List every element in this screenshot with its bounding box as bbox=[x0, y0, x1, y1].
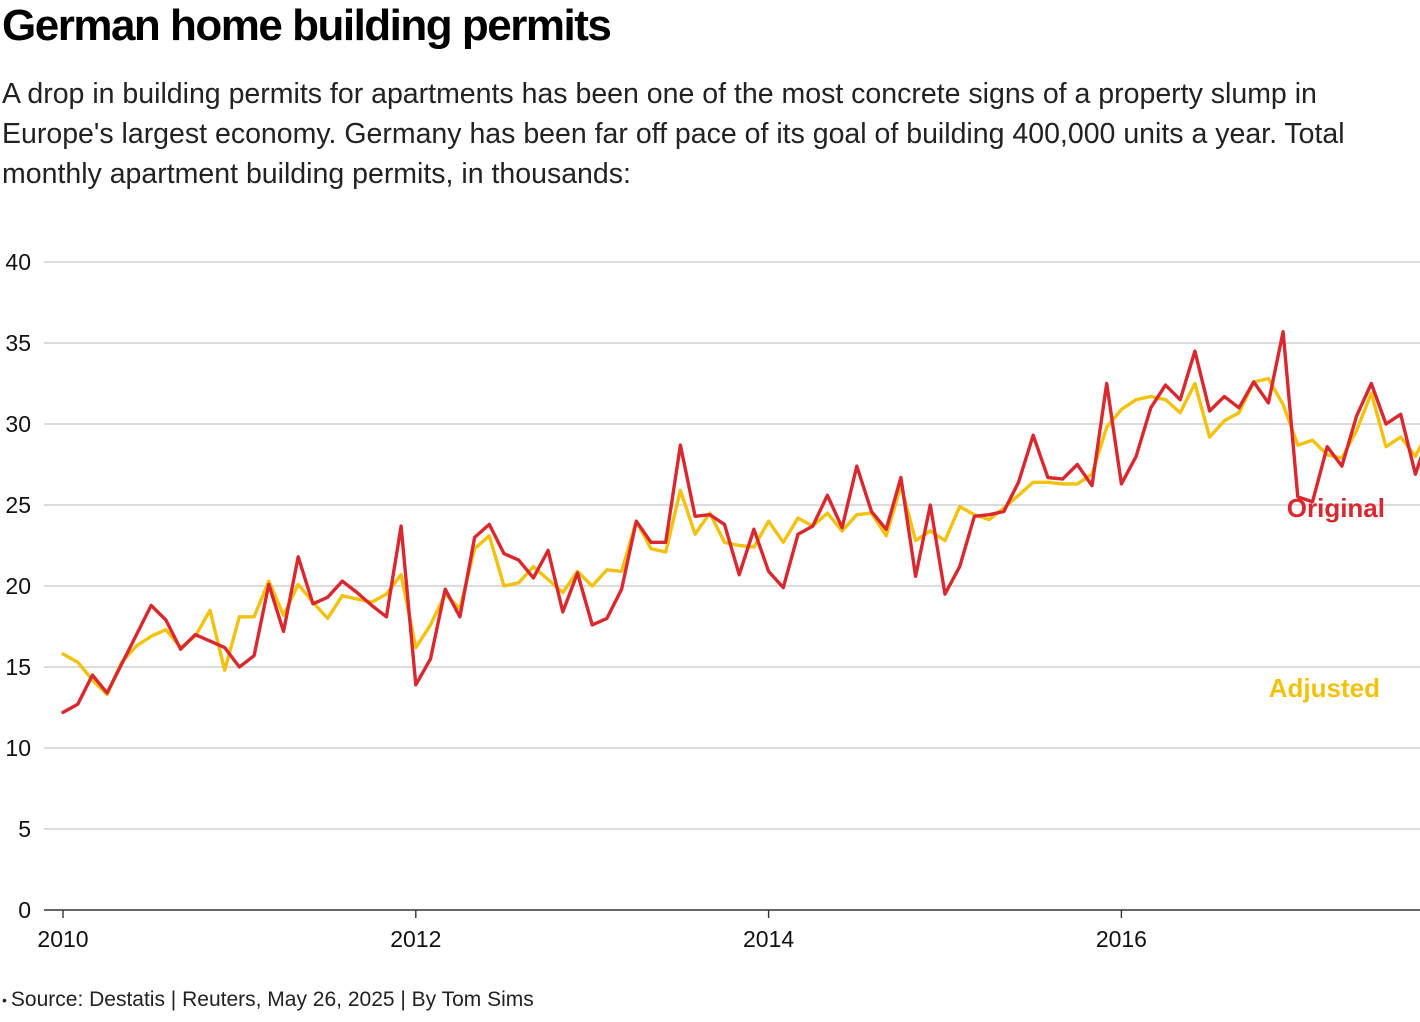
x-tick-label: 2014 bbox=[743, 926, 794, 952]
source-note: • Source: Destatis | Reuters, May 26, 202… bbox=[2, 988, 534, 1012]
bullet-icon: • bbox=[2, 992, 7, 1009]
x-axis-ticks: 20102012201420162018202020222024 bbox=[37, 910, 1147, 952]
chart-subtitle: A drop in building permits for apartment… bbox=[2, 78, 1345, 190]
series-line-original bbox=[61, 330, 1420, 715]
x-tick-label: 2012 bbox=[390, 926, 441, 952]
y-tick-label: 40 bbox=[5, 249, 31, 275]
chart-title: German home building permits bbox=[2, 1, 612, 50]
y-tick-label: 15 bbox=[5, 654, 31, 680]
x-tick-label: 2010 bbox=[37, 926, 88, 952]
x-tick-label: 2016 bbox=[1096, 926, 1147, 952]
y-tick-label: 30 bbox=[5, 411, 31, 437]
legend-label-original: Original bbox=[1287, 493, 1385, 523]
y-tick-label: 5 bbox=[18, 816, 31, 842]
y-tick-label: 25 bbox=[5, 492, 31, 518]
legend-label-adjusted: Adjusted bbox=[1269, 673, 1380, 703]
y-tick-label: 10 bbox=[5, 735, 31, 761]
y-tick-label: 35 bbox=[5, 330, 31, 356]
series-lines bbox=[61, 330, 1420, 715]
series-line-adjusted bbox=[61, 376, 1420, 697]
gridlines bbox=[44, 261, 1420, 911]
y-tick-label: 20 bbox=[5, 573, 31, 599]
y-axis-ticks: 0 5 10 15 20 25 30 35 40 bbox=[5, 249, 31, 923]
y-tick-label: 0 bbox=[18, 897, 31, 923]
source-text: Source: Destatis | Reuters, May 26, 2025… bbox=[10, 988, 534, 1011]
